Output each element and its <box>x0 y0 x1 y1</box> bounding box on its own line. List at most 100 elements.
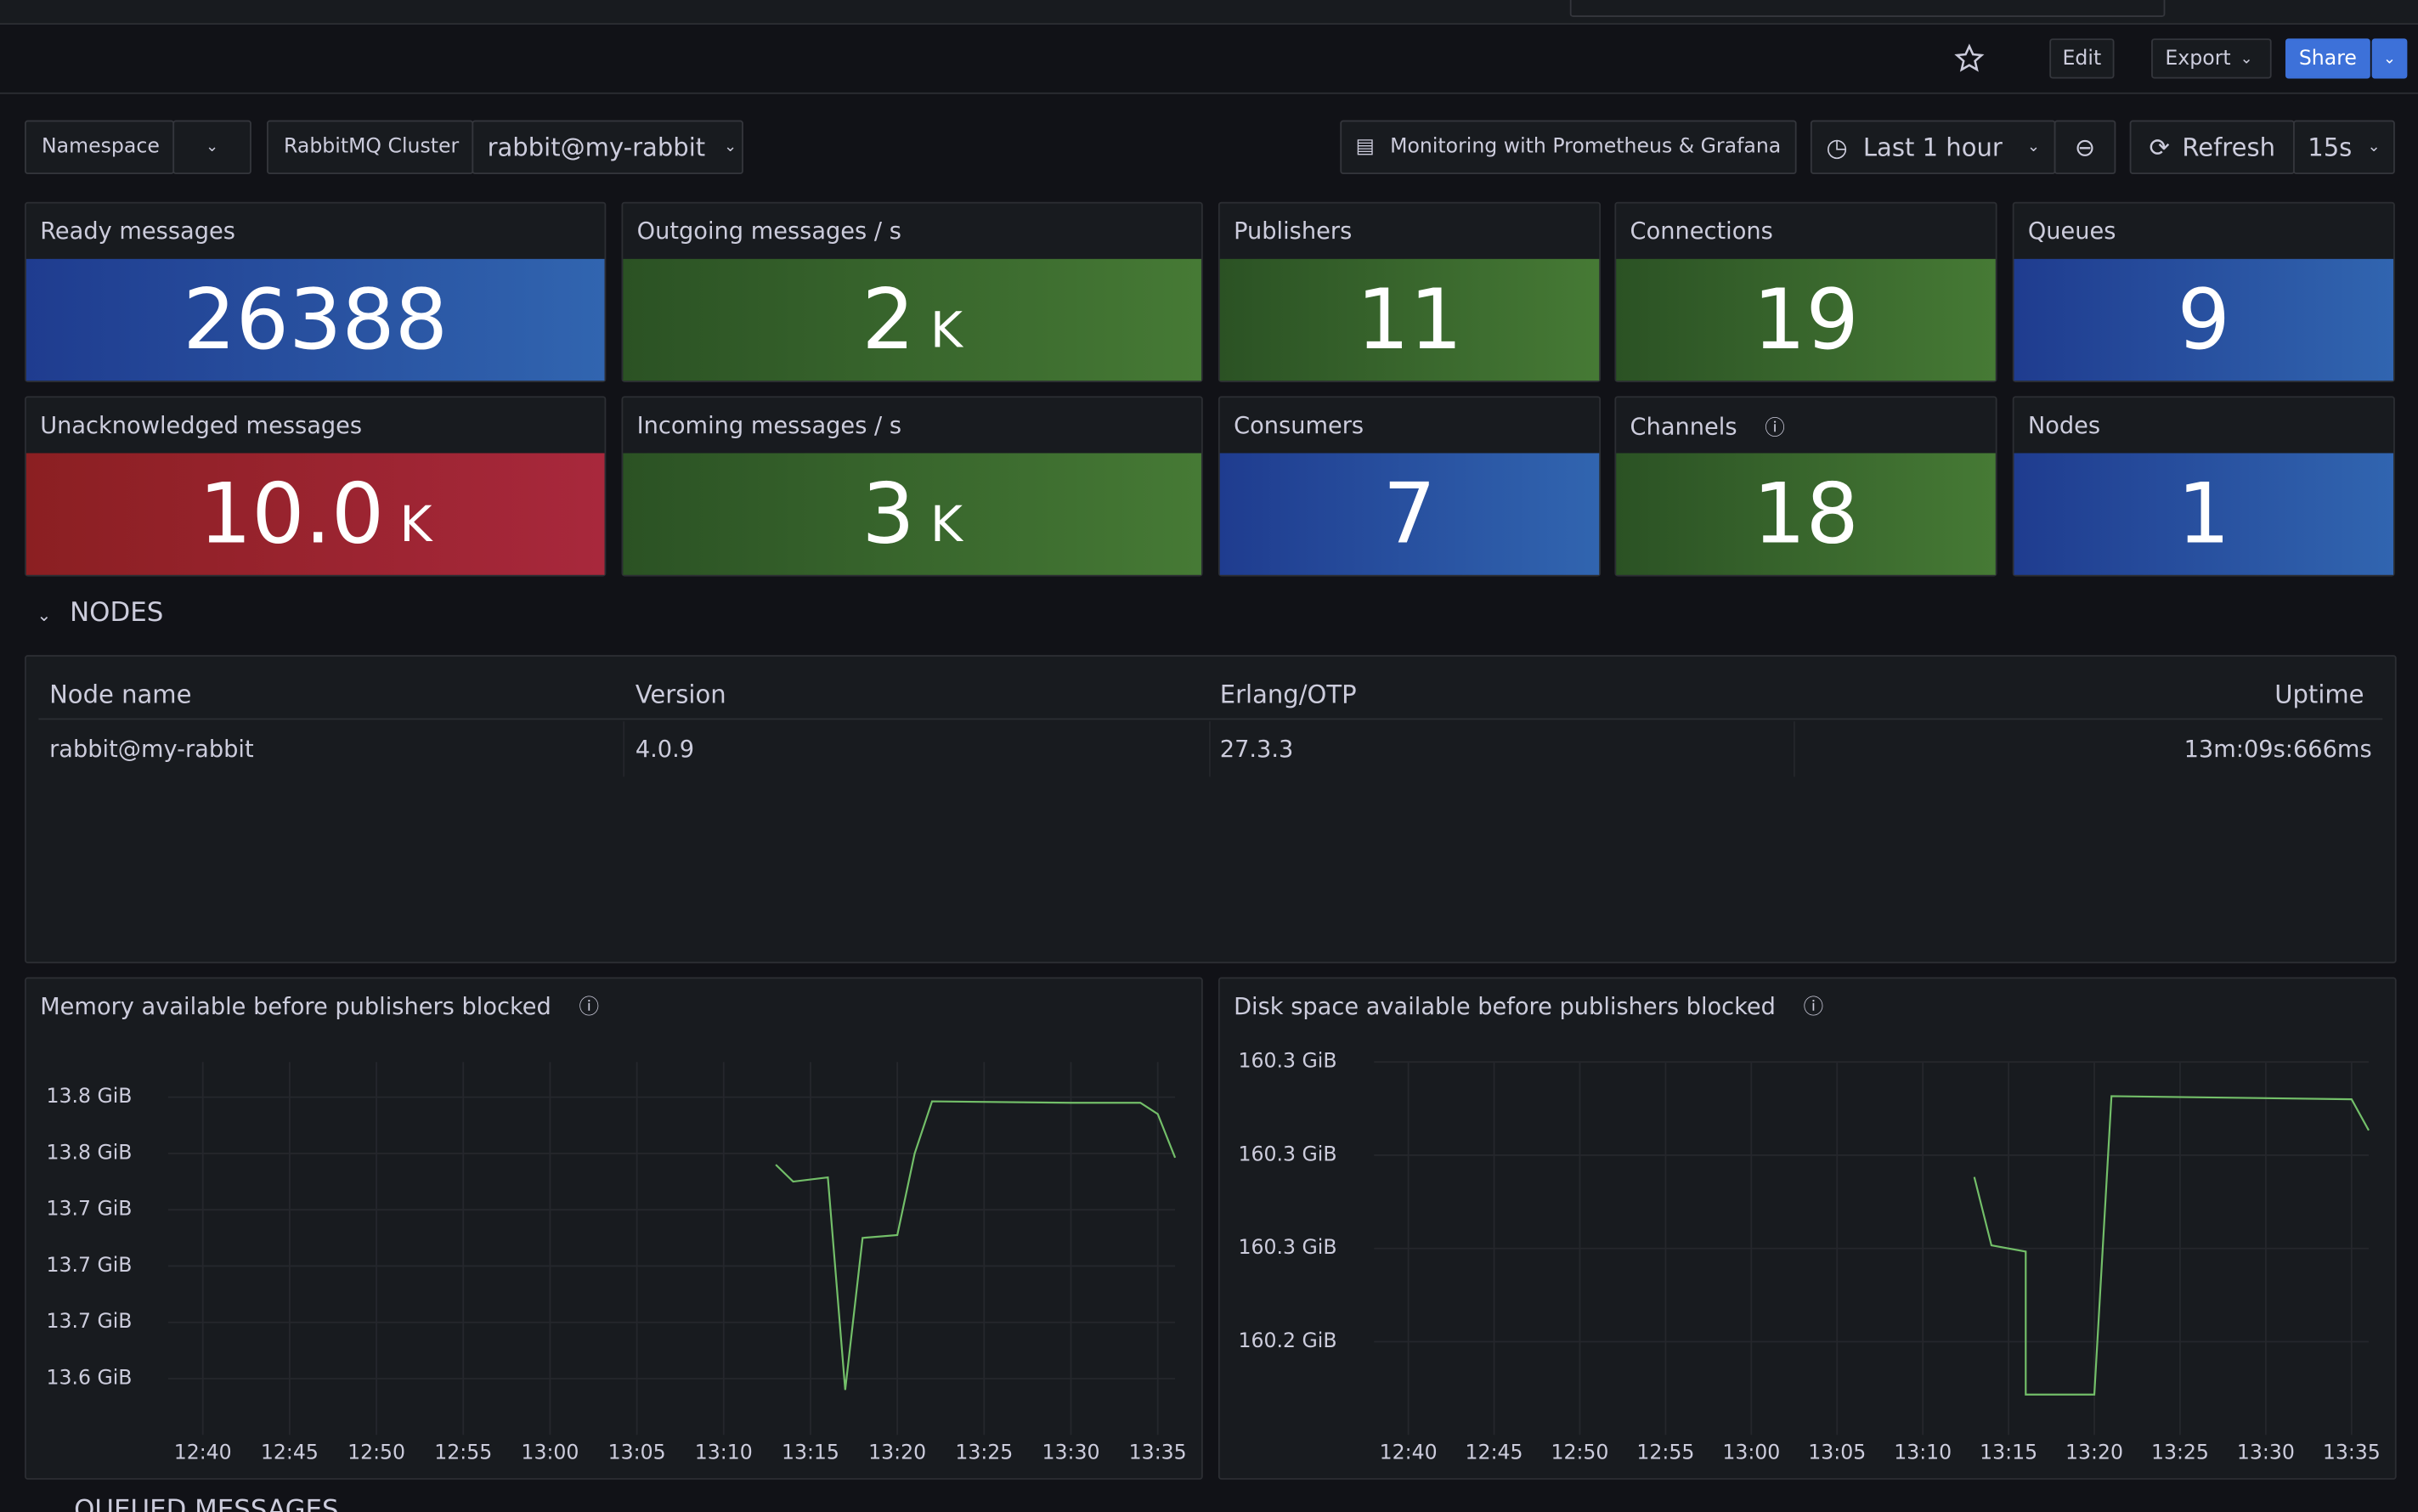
table-cell: 13m:09s:666ms <box>2184 735 2372 764</box>
stat-title: Outgoing messages / s <box>637 217 901 245</box>
chart-panel: Disk space available before publishers b… <box>1217 977 2397 1480</box>
zoom-out-button[interactable]: ⊖ <box>2054 120 2116 175</box>
star-icon[interactable] <box>1954 43 1985 74</box>
chart: Disk space available before publishers b… <box>1234 994 2381 1464</box>
stat-panel: Queues 9 <box>2012 201 2395 382</box>
dashboard-link[interactable]: ▤ Monitoring with Prometheus & Grafana <box>1340 120 1797 175</box>
share-dropdown[interactable]: ⌄ <box>2371 38 2408 79</box>
stat-value: 3 <box>862 465 915 563</box>
cell-divider <box>1209 721 1211 777</box>
stat-value: 9 <box>2177 271 2230 369</box>
x-tick-label: 12:55 <box>434 1441 492 1464</box>
x-tick-label: 13:20 <box>2065 1441 2123 1464</box>
edit-button[interactable]: Edit <box>2049 38 2115 79</box>
stat-title-text: Unacknowledged messages <box>40 411 363 440</box>
y-tick-label: 13.6 GiB <box>46 1366 132 1390</box>
y-tick-label: 13.7 GiB <box>46 1197 132 1221</box>
stat-unit: K <box>929 299 963 358</box>
stat-title-text: Outgoing messages / s <box>636 217 901 245</box>
stat-panel: Connections 19 <box>1614 201 1997 382</box>
stat-value: 26388 <box>183 271 449 369</box>
table-cell: 4.0.9 <box>635 735 695 764</box>
section-title: NODES <box>70 598 164 629</box>
table-cell: 27.3.3 <box>1219 735 1294 764</box>
nodes-table: Node name Version Erlang/OTP Uptime rabbit@m… <box>25 655 2397 964</box>
export-button[interactable]: Export ⌄ <box>2151 38 2272 79</box>
x-tick-label: 13:35 <box>2323 1441 2381 1464</box>
column-header: Node name <box>49 680 192 709</box>
variable-value: rabbit@my-rabbit <box>487 133 706 162</box>
x-tick-label: 13:00 <box>521 1441 579 1464</box>
share-button[interactable]: Share <box>2285 38 2370 79</box>
section-header[interactable]: ⌄ NODES <box>37 598 164 629</box>
x-tick-label: 13:00 <box>1722 1441 1780 1464</box>
refresh-interval-value: 15s <box>2308 133 2353 162</box>
stat-title-text: Ready messages <box>40 217 235 245</box>
stat-panel: Consumers 7 <box>1217 396 1602 577</box>
x-tick-label: 12:45 <box>261 1441 319 1464</box>
info-icon: ⓘ <box>579 995 599 1018</box>
info-icon: ⓘ <box>1804 995 1824 1018</box>
stat-title-text: Publishers <box>1234 217 1353 245</box>
stat-title-text: Nodes <box>2027 411 2101 440</box>
stat-value: 10.0 <box>198 465 385 563</box>
stat-value-box: 19 <box>1616 258 1996 381</box>
stat-title: Publishers <box>1234 217 1352 245</box>
stat-value: 11 <box>1356 271 1463 369</box>
x-tick-label: 13:15 <box>782 1441 839 1464</box>
stat-title: Queues <box>2028 217 2116 245</box>
section-title[interactable]: QUEUED MESSAGES <box>74 1495 339 1512</box>
x-tick-label: 12:55 <box>1636 1441 1694 1464</box>
stat-title-text: Incoming messages / s <box>636 411 902 440</box>
x-tick-label: 13:25 <box>2151 1441 2209 1464</box>
stat-value: 19 <box>1753 271 1859 369</box>
time-picker[interactable]: ◷ Last 1 hour ⌄ <box>1810 120 2056 175</box>
stat-title-text: Channels <box>1630 413 1737 441</box>
stat-title: Consumers <box>1234 411 1364 439</box>
y-tick-label: 160.3 GiB <box>1239 1235 1337 1259</box>
x-tick-label: 12:45 <box>1466 1441 1523 1464</box>
chart-panel: Memory available before publishers block… <box>25 977 1203 1480</box>
refresh-button[interactable]: ⟳ Refresh <box>2129 120 2295 175</box>
stat-title-text: Queues <box>2027 217 2116 245</box>
stat-value-box: 11 <box>1219 258 1600 381</box>
x-tick-label: 12:50 <box>1551 1441 1608 1464</box>
x-tick-label: 13:35 <box>1129 1441 1187 1464</box>
x-tick-label: 13:10 <box>695 1441 753 1464</box>
stat-value-box: 1 <box>2014 453 2394 575</box>
variable-select[interactable]: ⌄ <box>172 120 251 175</box>
cell-divider <box>623 721 625 777</box>
x-tick-label: 13:30 <box>1042 1441 1100 1464</box>
variable-select[interactable]: rabbit@my-rabbit ⌄ <box>472 120 743 175</box>
stat-panel: Ready messages 26388 <box>25 201 607 382</box>
y-tick-label: 13.8 GiB <box>46 1140 132 1164</box>
header-divider <box>38 718 2383 720</box>
toolbar-divider <box>0 92 2418 94</box>
y-tick-label: 13.8 GiB <box>46 1084 132 1108</box>
column-header: Uptime <box>2274 680 2364 709</box>
x-tick-label: 13:20 <box>868 1441 926 1464</box>
variable-label: Namespace <box>25 120 175 175</box>
table-cell: rabbit@my-rabbit <box>49 735 254 764</box>
y-tick-label: 160.2 GiB <box>1239 1329 1337 1352</box>
stat-value-box: 26388 <box>25 258 605 381</box>
x-tick-label: 13:25 <box>955 1441 1013 1464</box>
refresh-interval[interactable]: 15s ⌄ <box>2293 120 2395 175</box>
y-tick-label: 13.7 GiB <box>46 1309 132 1333</box>
stat-title: Nodes <box>2028 411 2100 439</box>
stat-title-text: Consumers <box>1234 411 1364 440</box>
stat-title: Ready messages <box>40 217 235 245</box>
x-tick-label: 13:30 <box>2237 1441 2295 1464</box>
stat-panel: Nodes 1 <box>2012 396 2395 577</box>
info-icon: ⓘ <box>1765 417 1785 441</box>
x-tick-label: 13:05 <box>1808 1441 1866 1464</box>
chart-title: Memory available before publishers block… <box>40 994 551 1020</box>
column-header: Erlang/OTP <box>1219 680 1357 709</box>
x-tick-label: 12:40 <box>174 1441 232 1464</box>
search-box[interactable] <box>1569 0 2166 17</box>
stat-title: Connections <box>1630 217 1773 245</box>
variable-label: RabbitMQ Cluster <box>267 120 474 175</box>
stat-title-text: Connections <box>1630 217 1773 245</box>
